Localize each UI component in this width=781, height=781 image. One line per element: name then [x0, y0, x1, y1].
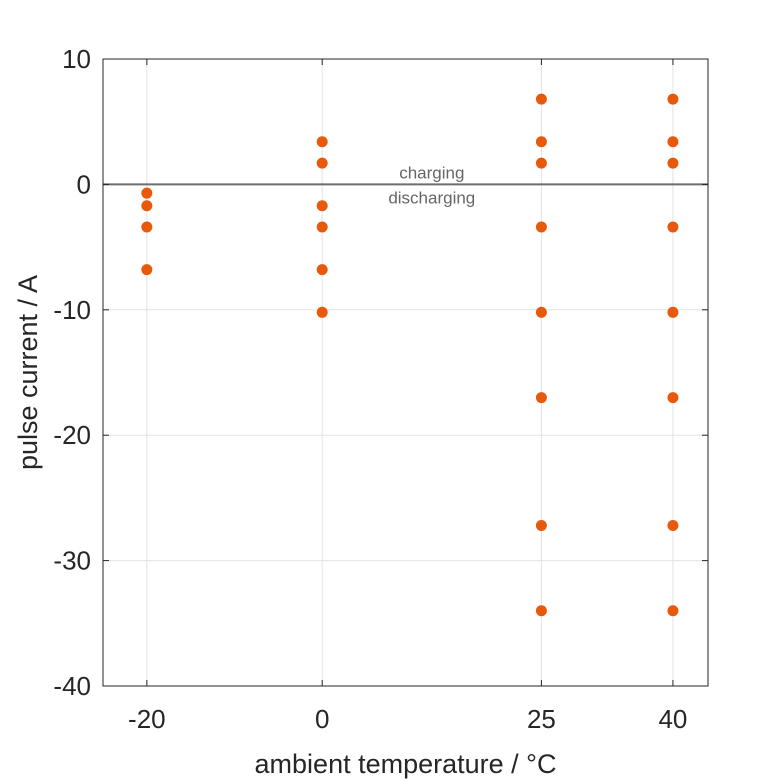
data-point [535, 519, 547, 531]
y-tick-label: 10 [62, 44, 91, 74]
data-point [141, 221, 153, 233]
data-point [535, 136, 547, 148]
data-point [141, 264, 153, 276]
y-tick-label: -10 [53, 295, 91, 325]
x-tick-label: 0 [315, 704, 329, 734]
grid-layer [103, 59, 708, 686]
data-point [535, 306, 547, 318]
data-point [535, 157, 547, 169]
discharging-annotation: discharging [388, 188, 475, 207]
data-point [667, 392, 679, 404]
y-axis-ticks: 10 0 -10 -20 -30 -40 [53, 44, 708, 701]
data-point [316, 264, 328, 276]
x-tick-label: 25 [527, 704, 556, 734]
y-tick-label: -30 [53, 546, 91, 576]
data-point [316, 200, 328, 212]
data-point [316, 306, 328, 318]
charging-annotation: charging [399, 163, 464, 182]
data-point [667, 519, 679, 531]
data-point [316, 221, 328, 233]
x-axis-ticks: -20 0 25 40 [128, 59, 687, 734]
data-point [141, 187, 153, 199]
data-point [535, 392, 547, 404]
data-point [535, 605, 547, 617]
data-point [667, 605, 679, 617]
reference-layer: charging discharging [103, 163, 708, 207]
y-tick-label: -20 [53, 420, 91, 450]
data-point [667, 93, 679, 105]
data-points [141, 93, 679, 617]
data-point [667, 157, 679, 169]
data-point [535, 221, 547, 233]
data-point [667, 136, 679, 148]
plot-frame [102, 58, 709, 687]
data-point [535, 93, 547, 105]
data-point [316, 136, 328, 148]
x-tick-label: -20 [128, 704, 166, 734]
x-tick-label: 40 [658, 704, 687, 734]
y-axis-label: pulse current / A [13, 275, 43, 470]
x-axis-label: ambient temperature / °C [255, 749, 557, 779]
y-tick-label: -40 [53, 671, 91, 701]
data-point [667, 221, 679, 233]
y-tick-label: 0 [77, 169, 91, 199]
data-point [316, 157, 328, 169]
data-point [141, 200, 153, 212]
data-point [667, 306, 679, 318]
